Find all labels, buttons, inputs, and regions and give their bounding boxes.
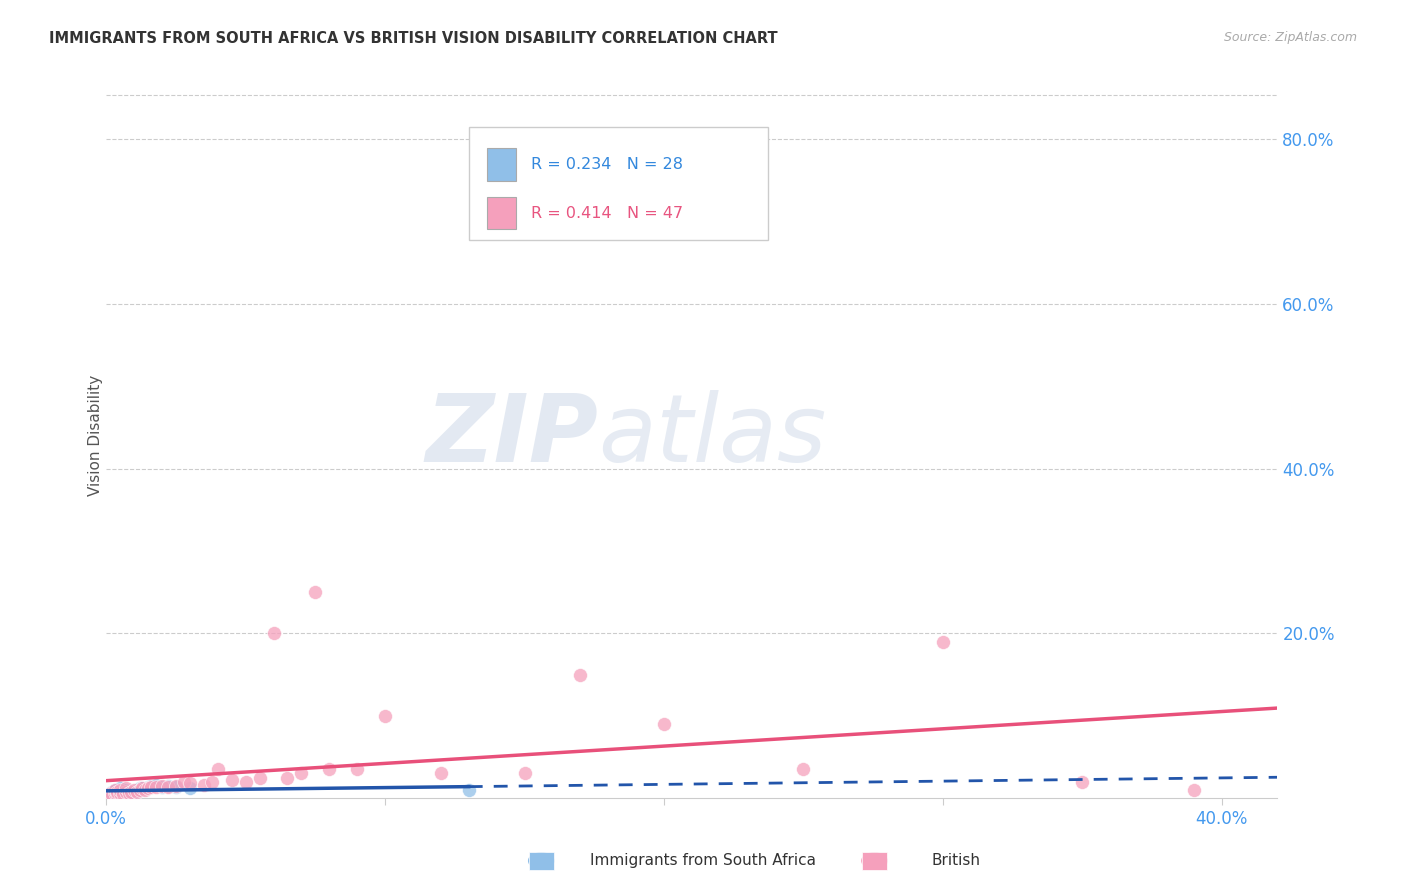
Point — [117, 787, 139, 801]
Text: atlas: atlas — [598, 390, 827, 481]
Point — [108, 783, 131, 797]
Point — [114, 784, 136, 798]
Point — [111, 787, 134, 801]
Text: British: British — [932, 854, 980, 868]
Point — [207, 762, 229, 776]
Point — [263, 626, 285, 640]
Point — [114, 786, 136, 800]
Point — [304, 585, 326, 599]
Point — [111, 784, 134, 798]
Text: R = 0.414   N = 47: R = 0.414 N = 47 — [531, 205, 683, 220]
Point — [120, 784, 142, 798]
Point — [101, 788, 124, 802]
Point — [108, 781, 131, 796]
Point — [122, 783, 145, 797]
Text: ZIP: ZIP — [425, 390, 598, 482]
Point — [128, 783, 150, 797]
Point — [179, 781, 201, 796]
Point — [128, 781, 150, 796]
Point — [139, 779, 162, 793]
Point — [104, 786, 127, 800]
Point — [221, 772, 243, 787]
Point — [792, 762, 814, 776]
Point — [131, 781, 153, 796]
Point — [150, 779, 173, 793]
Point — [430, 766, 453, 780]
Point — [139, 780, 162, 794]
Point — [101, 784, 124, 798]
Point — [652, 717, 675, 731]
Point — [98, 787, 121, 801]
Point — [374, 708, 396, 723]
Point — [108, 786, 131, 800]
Point — [117, 786, 139, 800]
Text: R = 0.234   N = 28: R = 0.234 N = 28 — [531, 157, 683, 172]
Point — [173, 774, 195, 789]
Point — [134, 783, 156, 797]
Point — [1071, 774, 1094, 789]
Point — [111, 788, 134, 802]
Point — [156, 780, 179, 794]
Point — [249, 771, 271, 785]
Point — [457, 783, 479, 797]
Point — [101, 787, 124, 801]
Point — [932, 634, 955, 648]
Point — [114, 781, 136, 796]
Point — [165, 780, 187, 794]
Text: Source: ZipAtlas.com: Source: ZipAtlas.com — [1223, 31, 1357, 45]
Point — [150, 780, 173, 795]
Point — [569, 667, 592, 681]
Bar — [486, 197, 516, 229]
Point — [120, 785, 142, 799]
Text: IMMIGRANTS FROM SOUTH AFRICA VS BRITISH VISION DISABILITY CORRELATION CHART: IMMIGRANTS FROM SOUTH AFRICA VS BRITISH … — [49, 31, 778, 46]
Point — [125, 784, 148, 798]
Point — [201, 774, 224, 789]
Point — [165, 779, 187, 793]
Point — [105, 787, 128, 801]
Point — [513, 766, 536, 780]
Point — [136, 780, 159, 795]
Point — [117, 783, 139, 797]
Point — [105, 784, 128, 798]
Point — [125, 783, 148, 797]
Point — [104, 786, 127, 800]
Point — [131, 781, 153, 796]
Point — [98, 787, 121, 801]
Point — [290, 766, 312, 780]
Point — [104, 783, 127, 797]
Point — [105, 784, 128, 798]
Point — [346, 762, 368, 776]
Point — [136, 781, 159, 796]
Point — [193, 778, 215, 792]
Point — [156, 779, 179, 793]
Point — [122, 784, 145, 798]
Text: Immigrants from South Africa: Immigrants from South Africa — [591, 854, 815, 868]
Point — [276, 771, 298, 785]
Point — [235, 774, 257, 789]
Point — [145, 778, 167, 792]
Bar — [486, 148, 516, 181]
Point — [105, 787, 128, 801]
Point — [114, 783, 136, 797]
Y-axis label: Vision Disability: Vision Disability — [87, 375, 103, 496]
Point — [179, 776, 201, 790]
Point — [1182, 783, 1205, 797]
Point — [145, 780, 167, 795]
Point — [108, 786, 131, 800]
Point — [104, 783, 127, 797]
FancyBboxPatch shape — [470, 128, 768, 240]
Point — [318, 762, 340, 776]
